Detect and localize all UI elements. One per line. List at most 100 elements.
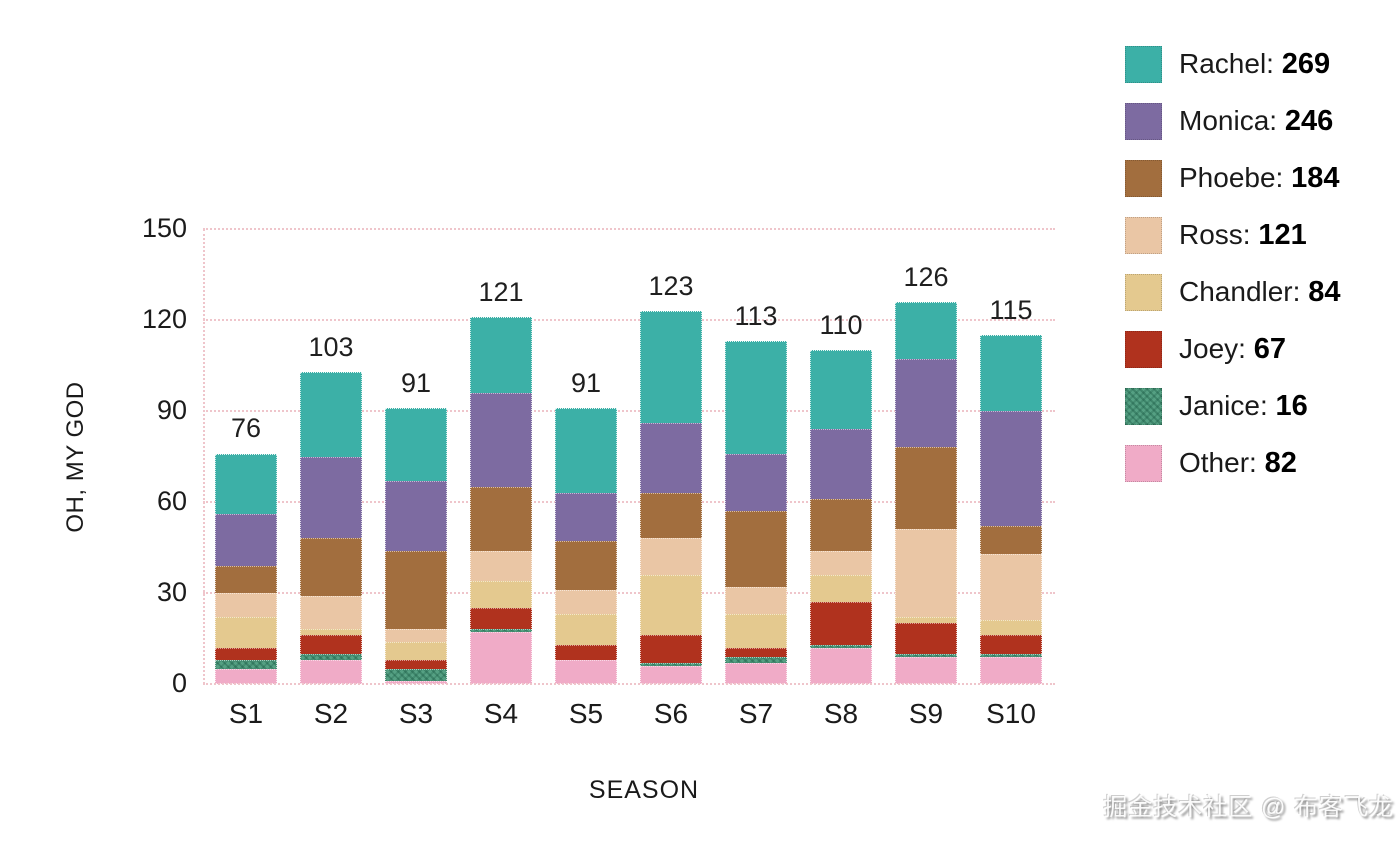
- legend-item-chandler: Chandler: 84: [1125, 274, 1340, 311]
- segment-rachel-s3: [385, 408, 447, 481]
- segment-chandler-s5: [555, 614, 617, 645]
- segment-joey-s1: [215, 647, 277, 660]
- x-axis-title: SEASON: [588, 776, 700, 804]
- segment-other-s2: [300, 659, 362, 684]
- segment-rachel-s6: [640, 310, 702, 424]
- segment-joey-s9: [895, 623, 957, 654]
- x-tick-label-s3: S3: [398, 698, 434, 729]
- segment-janice-s6: [640, 662, 702, 666]
- bar-s4: [470, 317, 532, 684]
- x-tick-label-s9: S9: [908, 698, 944, 729]
- segment-ross-s8: [810, 550, 872, 575]
- x-tick-label-s7: S7: [738, 698, 774, 729]
- bar-total-label-s2: 103: [308, 331, 354, 362]
- bar-total-label-s9: 126: [903, 261, 949, 292]
- legend-swatch-ross: [1125, 217, 1162, 254]
- segment-monica-s1: [215, 514, 277, 566]
- segment-janice-s8: [810, 644, 872, 648]
- legend-total-phoebe: 184: [1291, 162, 1340, 194]
- segment-joey-s6: [640, 635, 702, 663]
- x-tick-label-s10: S10: [986, 698, 1036, 729]
- segment-other-s3: [385, 680, 447, 684]
- segment-janice-s2: [300, 653, 362, 660]
- segment-phoebe-s4: [470, 486, 532, 551]
- segment-ross-s2: [300, 596, 362, 630]
- segment-joey-s8: [810, 602, 872, 645]
- segment-joey-s4: [470, 608, 532, 630]
- segment-janice-s1: [215, 659, 277, 669]
- legend-label-janice: Janice: 16: [1179, 390, 1308, 422]
- segment-janice-s10: [980, 653, 1042, 657]
- legend-label-rachel: Rachel: 269: [1179, 48, 1331, 80]
- segment-rachel-s7: [725, 341, 787, 454]
- legend-swatch-janice: [1125, 388, 1162, 425]
- segment-monica-s4: [470, 392, 532, 487]
- y-tick-label-120: 120: [141, 304, 187, 334]
- legend-total-joey: 67: [1253, 333, 1286, 365]
- segment-phoebe-s6: [640, 492, 702, 539]
- segment-janice-s9: [895, 653, 957, 657]
- bar-total-label-s8: 110: [819, 310, 863, 341]
- segment-monica-s3: [385, 480, 447, 551]
- gridline-y-150: [203, 228, 1055, 230]
- segment-chandler-s2: [300, 629, 362, 636]
- segment-phoebe-s1: [215, 565, 277, 594]
- legend-total-monica: 246: [1284, 105, 1334, 137]
- segment-chandler-s10: [980, 620, 1042, 636]
- y-tick-label-60: 60: [156, 486, 187, 516]
- y-tick-label-90: 90: [156, 395, 187, 425]
- legend-swatch-joey: [1125, 331, 1162, 368]
- legend-label-monica: Monica: 246: [1179, 105, 1334, 137]
- bar-total-label-s7: 113: [734, 301, 778, 332]
- segment-ross-s5: [555, 589, 617, 615]
- segment-monica-s2: [300, 456, 362, 539]
- segment-other-s9: [895, 656, 957, 684]
- segment-ross-s1: [215, 593, 277, 618]
- x-tick-label-s1: S1: [228, 698, 264, 729]
- bar-total-label-s10: 115: [989, 295, 1033, 326]
- segment-ross-s3: [385, 629, 447, 642]
- segment-janice-s7: [725, 656, 787, 663]
- bar-s7: [725, 341, 787, 684]
- segment-monica-s6: [640, 423, 702, 493]
- bar-total-label-s1: 76: [230, 413, 262, 444]
- bar-s10: [980, 335, 1042, 684]
- bar-total-label-s5: 91: [570, 367, 602, 398]
- segment-rachel-s2: [300, 371, 362, 457]
- segment-joey-s2: [300, 635, 362, 654]
- legend-swatch-phoebe: [1125, 160, 1162, 197]
- segment-phoebe-s7: [725, 511, 787, 587]
- legend-item-rachel: Rachel: 269: [1125, 46, 1340, 83]
- gridline-y-30: [203, 592, 1055, 594]
- segment-ross-s7: [725, 586, 787, 615]
- bar-s1: [215, 453, 277, 684]
- legend-item-other: Other: 82: [1125, 445, 1340, 482]
- legend-total-other: 82: [1264, 447, 1297, 479]
- segment-monica-s10: [980, 411, 1042, 527]
- legend-item-ross: Ross: 121: [1125, 217, 1340, 254]
- segment-janice-s4: [470, 629, 532, 633]
- legend-swatch-chandler: [1125, 274, 1162, 311]
- legend-swatch-other: [1125, 445, 1162, 482]
- bar-s3: [385, 408, 447, 684]
- segment-other-s4: [470, 632, 532, 684]
- x-tick-label-s5: S5: [568, 698, 604, 729]
- bar-total-label-s4: 121: [478, 276, 524, 307]
- legend-item-joey: Joey: 67: [1125, 331, 1340, 368]
- segment-other-s5: [555, 659, 617, 684]
- segment-other-s7: [725, 662, 787, 684]
- segment-rachel-s8: [810, 350, 872, 430]
- bar-total-label-s6: 123: [648, 270, 694, 301]
- segment-ross-s10: [980, 553, 1042, 621]
- segment-chandler-s7: [725, 614, 787, 648]
- segment-phoebe-s5: [555, 541, 617, 590]
- legend-label-chandler: Chandler: 84: [1179, 276, 1341, 308]
- x-tick-label-s4: S4: [483, 698, 519, 729]
- legend: Rachel: 269 Monica: 246 Phoebe: 184 Ross: 1…: [1125, 46, 1340, 502]
- bar-s8: [810, 350, 872, 684]
- legend-total-janice: 16: [1275, 390, 1308, 422]
- plot-area: 76 103 91 121 91 123 113 110 126 115: [203, 228, 1055, 685]
- gridline-y-120: [203, 319, 1055, 321]
- legend-item-monica: Monica: 246: [1125, 103, 1340, 140]
